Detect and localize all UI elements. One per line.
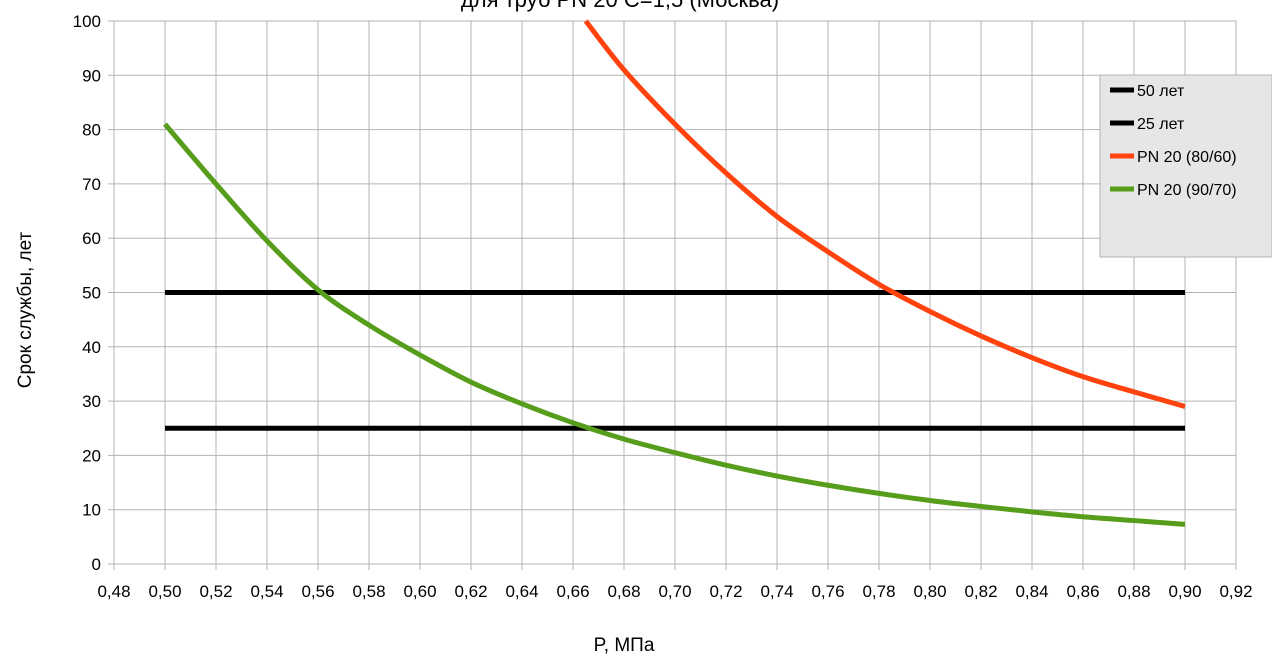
- chart-title: для труб PN 20 С=1,5 (Москва): [461, 0, 779, 12]
- y-tick-label: 80: [82, 121, 101, 140]
- x-tick-label: 0,58: [352, 582, 385, 601]
- x-tick-label: 0,92: [1219, 582, 1252, 601]
- y-axis-title: Срок службы, лет: [15, 231, 36, 388]
- y-tick-label: 20: [82, 446, 101, 465]
- legend: 50 лет 25 лет PN 20 (80/60) PN 20 (90/70): [1099, 74, 1272, 258]
- x-tick-label: 0,54: [250, 582, 283, 601]
- series-line-pn-20-90-70: [163, 122, 1186, 527]
- x-tick-label: 0,72: [709, 582, 742, 601]
- x-tick-label: 0,50: [148, 582, 181, 601]
- x-tick-label: 0,78: [862, 582, 895, 601]
- y-tick-label: 60: [82, 229, 101, 248]
- x-axis-title: P, МПа: [594, 635, 655, 655]
- x-tick-label: 0,56: [301, 582, 334, 601]
- x-tick-label: 0,82: [964, 582, 997, 601]
- plot-area: [163, 19, 1186, 527]
- x-tick-label: 0,52: [199, 582, 232, 601]
- y-tick-label: 40: [82, 338, 101, 357]
- y-tick-label: 10: [82, 501, 101, 520]
- x-tick-label: 0,90: [1168, 582, 1201, 601]
- axes: 0,48 0,50 0,52 0,54 0,56 0,58 0,60 0,62 0,64 0,66…: [73, 12, 1253, 601]
- x-tick-label: 0,76: [811, 582, 844, 601]
- y-tick-label: 100: [73, 12, 101, 31]
- y-tick-label: 70: [82, 175, 101, 194]
- legend-label: PN 20 (90/70): [1137, 182, 1237, 199]
- x-tick-label: 0,88: [1117, 582, 1150, 601]
- legend-label: 50 лет: [1137, 83, 1185, 100]
- y-tick-label: 30: [82, 392, 101, 411]
- x-tick-label: 0,48: [97, 582, 130, 601]
- x-tick-label: 0,70: [658, 582, 691, 601]
- y-tick-label: 0: [92, 555, 101, 574]
- x-tick-label: 0,68: [607, 582, 640, 601]
- y-tick-label: 50: [82, 284, 101, 303]
- y-tick-label: 90: [82, 66, 101, 85]
- x-tick-label: 0,60: [403, 582, 436, 601]
- series-line-pn-20-80-60: [583, 19, 1186, 409]
- x-tick-label: 0,80: [913, 582, 946, 601]
- x-tick-label: 0,74: [760, 582, 793, 601]
- x-tick-label: 0,64: [505, 582, 538, 601]
- legend-label: 25 лет: [1137, 116, 1185, 133]
- legend-label: PN 20 (80/60): [1137, 149, 1237, 166]
- legend-box: [1099, 74, 1272, 258]
- x-tick-label: 0,84: [1015, 582, 1048, 601]
- x-tick-label: 0,86: [1066, 582, 1099, 601]
- x-tick-label: 0,62: [454, 582, 487, 601]
- x-tick-label: 0,66: [556, 582, 589, 601]
